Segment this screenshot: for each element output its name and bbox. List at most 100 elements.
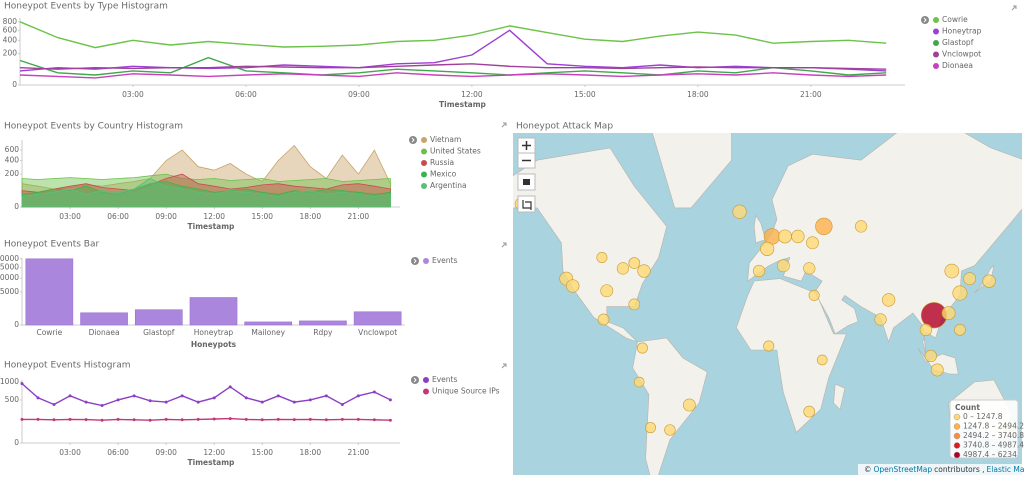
map-point[interactable] (816, 354, 828, 366)
map-point[interactable] (636, 342, 648, 354)
y-tick-label: 10000 (0, 273, 19, 282)
point (164, 417, 168, 421)
map-point[interactable] (930, 363, 944, 377)
map-point[interactable] (982, 274, 996, 288)
map-point[interactable] (803, 262, 816, 275)
map-point[interactable] (616, 262, 630, 275)
expand-icon[interactable] (1011, 5, 1017, 11)
map-point[interactable] (815, 217, 833, 236)
legend-toggle[interactable] (411, 257, 419, 265)
legend-swatch (421, 160, 427, 166)
map-legend-label: 4987.4 – 6234 (963, 450, 1017, 459)
map-point[interactable] (752, 264, 766, 278)
map-point[interactable] (778, 229, 792, 244)
legend-label[interactable]: Mexico (430, 170, 457, 179)
map-point[interactable] (881, 293, 896, 307)
legend-label[interactable]: Glastopf (942, 38, 974, 47)
map-legend-label: 2494.2 – 3740.8 (963, 431, 1024, 440)
map-point[interactable] (763, 340, 775, 352)
point (372, 390, 376, 394)
x-tick-label: 03:00 (122, 90, 144, 99)
legend-label[interactable]: Events (432, 256, 457, 265)
legend-label[interactable]: United States (430, 147, 481, 156)
y-tick-label: 400 (3, 35, 18, 44)
x-tick-label: 12:00 (203, 448, 225, 457)
legend-toggle[interactable] (921, 16, 929, 24)
map-point[interactable] (854, 220, 868, 233)
map-point[interactable] (664, 424, 676, 436)
point (356, 417, 360, 421)
map-point[interactable] (637, 264, 651, 278)
y-tick-label: 20000 (0, 254, 19, 263)
y-tick-label: 0 (14, 438, 19, 447)
legend-swatch (421, 137, 427, 143)
x-tick-label: 06:00 (107, 448, 129, 457)
y-tick-label: 0 (14, 320, 19, 329)
legend-label[interactable]: Events (432, 375, 457, 384)
legend-toggle[interactable] (411, 376, 419, 384)
map-point[interactable] (963, 272, 977, 286)
fit-bounds[interactable] (517, 195, 536, 213)
legend-toggle[interactable] (409, 136, 417, 144)
map-point[interactable] (566, 279, 580, 293)
point (372, 418, 376, 422)
legend-label[interactable]: Vietnam (430, 135, 461, 144)
map-point[interactable] (776, 259, 790, 273)
map-point[interactable] (628, 298, 641, 311)
point (260, 418, 264, 422)
line (22, 417, 391, 421)
expand-icon[interactable] (501, 122, 507, 128)
map-controls[interactable] (517, 137, 536, 213)
map-point[interactable] (791, 229, 805, 244)
map-point[interactable] (596, 252, 608, 264)
attribution-part[interactable]: Elastic Maps Service (987, 465, 1024, 474)
point (340, 402, 344, 406)
map-point[interactable] (924, 349, 937, 363)
map-point[interactable] (597, 313, 610, 326)
legend-label[interactable]: Russia (430, 158, 454, 167)
map-point[interactable] (760, 241, 775, 256)
legend-label[interactable]: Vnclowpot (942, 50, 981, 59)
attribution-part[interactable]: OpenStreetMap (874, 465, 933, 474)
map-point[interactable] (874, 313, 887, 326)
chart-title: Honeypot Events Histogram (4, 361, 130, 371)
x-axis-title: Honeypots (191, 340, 237, 349)
point (20, 382, 24, 386)
point (260, 400, 264, 404)
land (652, 133, 732, 209)
point (228, 385, 232, 389)
map-point[interactable] (732, 204, 747, 219)
legend-label[interactable]: Unique Source IPs (432, 387, 500, 396)
legend-label[interactable]: Dionaea (942, 61, 973, 70)
legend-toggle-icon (413, 377, 417, 383)
legend-label[interactable]: Honeytrap (942, 27, 982, 36)
point (196, 417, 200, 421)
line (19, 21, 887, 49)
map-point[interactable] (600, 284, 614, 298)
land (632, 337, 708, 475)
expand-icon[interactable] (501, 363, 507, 369)
y-tick-label: 0 (14, 202, 19, 211)
map-point[interactable] (806, 236, 819, 250)
map-point[interactable] (919, 323, 933, 336)
map-point[interactable] (954, 324, 966, 336)
map-point[interactable] (628, 257, 641, 269)
point (276, 417, 280, 421)
map-legend (949, 399, 1019, 459)
map-point[interactable] (682, 398, 696, 412)
map-point[interactable] (645, 422, 656, 434)
y-tick-label: 0 (12, 80, 17, 89)
expand-icon[interactable] (501, 242, 507, 248)
point (164, 400, 168, 404)
map-point[interactable] (952, 285, 968, 301)
legend-swatch (933, 51, 939, 58)
x-tick-label: 18:00 (687, 90, 709, 99)
legend-label[interactable]: Cowrie (942, 15, 968, 24)
map-point[interactable] (808, 289, 820, 301)
map-point[interactable] (944, 263, 960, 279)
map-point[interactable] (633, 376, 645, 388)
map-point[interactable] (803, 405, 816, 418)
map-point[interactable] (941, 306, 956, 320)
point (84, 400, 88, 404)
legend-label[interactable]: Argentina (430, 181, 467, 190)
